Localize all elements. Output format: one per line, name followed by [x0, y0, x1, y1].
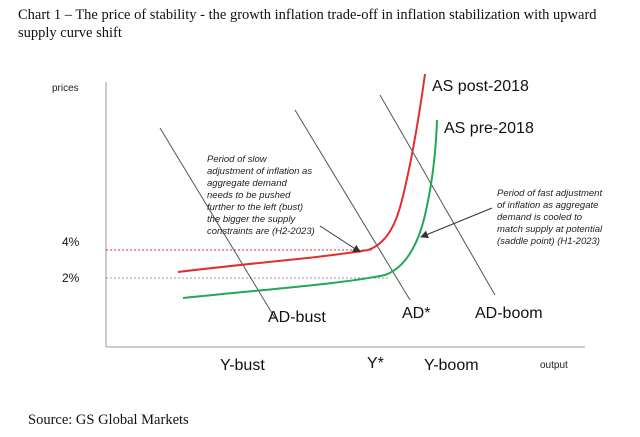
x-axis-label: output [540, 360, 568, 371]
x-tick-y-boom: Y-boom [424, 357, 479, 374]
as-post-2018-label: AS post-2018 [432, 78, 529, 95]
left-annotation-line: the bigger the supply [207, 214, 296, 225]
left-annotation-line: needs to be pushed [207, 190, 291, 201]
ad-bust-label: AD-bust [268, 309, 326, 326]
y-tick-4pct: 4% [62, 235, 80, 249]
right-annotation-line: (saddle point) (H1-2023) [497, 236, 600, 247]
right-annotation-line: match supply at potential [497, 224, 603, 235]
left-annotation-line: aggregate demand [207, 178, 287, 189]
left-annotation-line: further to the left (bust) [207, 202, 303, 213]
chart-title: Chart 1 – The price of stability - the g… [18, 7, 597, 41]
as-pre-2018-label: AS pre-2018 [444, 120, 534, 137]
left-annotation-line: Period of slow [207, 154, 268, 165]
left-annotation-arrow [319, 225, 361, 253]
y-axis-label: prices [52, 83, 79, 94]
as-pre-2018-curve [182, 119, 438, 299]
left-annotation-line: adjustment of inflation as [207, 166, 312, 177]
right-annotation-line: of inflation as aggregate [497, 200, 598, 211]
x-tick-y-star: Y* [367, 355, 384, 372]
right-annotation: Period of fast adjustment of inflation a… [497, 188, 603, 247]
x-tick-y-bust: Y-bust [220, 357, 265, 374]
right-annotation-arrow [420, 207, 493, 239]
ad-boom-line [379, 94, 496, 296]
ad-star-line [294, 109, 411, 301]
ad-bust-line [159, 127, 276, 319]
source-note: Source: GS Global Markets [28, 412, 189, 428]
y-tick-2pct: 2% [62, 271, 80, 285]
ad-star-label: AD* [402, 305, 430, 322]
right-annotation-line: Period of fast adjustment [497, 188, 602, 199]
ad-boom-label: AD-boom [475, 305, 543, 322]
as-post-2018-curve [177, 73, 426, 273]
left-annotation-line: constraints are (H2-2023) [207, 226, 315, 237]
right-annotation-line: demand is cooled to [497, 212, 582, 223]
left-annotation: Period of slow adjustment of inflation a… [207, 154, 315, 237]
